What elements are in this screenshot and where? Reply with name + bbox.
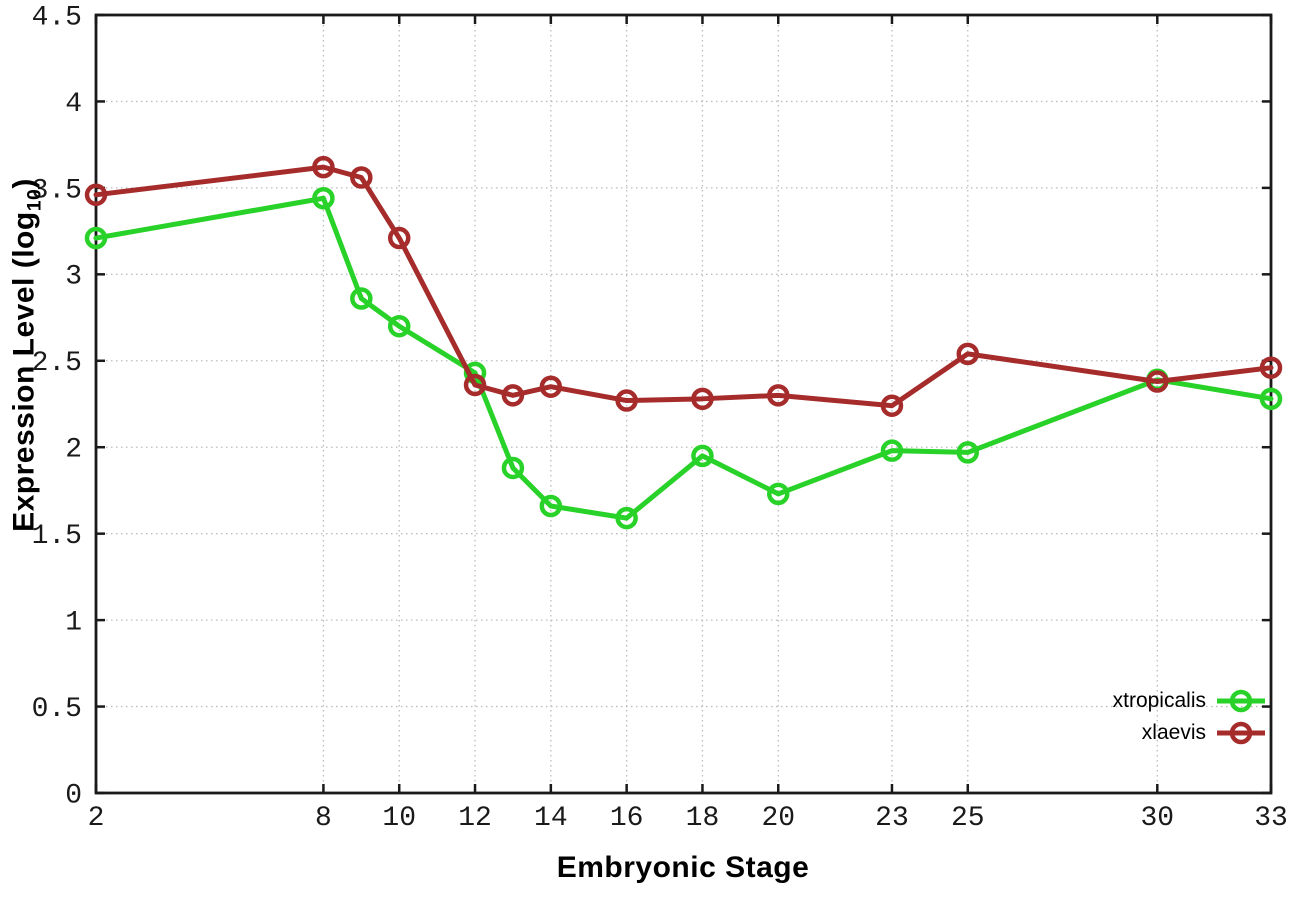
y-axis-title-close: ) [7,178,41,189]
y-axis-title: Expression Level (log10) [8,178,47,532]
data-point-xtropicalis [350,287,373,310]
svg-text:8: 8 [315,803,332,834]
svg-text:14: 14 [534,803,568,834]
svg-text:12: 12 [458,803,492,834]
svg-text:20: 20 [761,803,795,834]
data-point-xtropicalis [312,187,335,210]
svg-text:3: 3 [65,262,82,293]
data-point-xtropicalis [691,444,714,468]
svg-text:1: 1 [65,608,82,639]
data-point-xlaevis [463,373,487,397]
svg-text:4: 4 [65,89,82,120]
data-point-xlaevis [1259,356,1283,379]
svg-text:10: 10 [382,803,416,834]
svg-text:2: 2 [65,435,82,466]
legend-label-xlaevis: xlaevis [1141,721,1206,744]
data-point-xlaevis [767,384,790,407]
data-point-xlaevis [387,226,411,250]
data-point-xlaevis [615,389,638,412]
data-point-xtropicalis [539,494,563,518]
data-point-xtropicalis [956,441,980,464]
svg-text:0.5: 0.5 [32,694,82,725]
legend-item-xlaevis: xlaevis [1113,718,1266,748]
x-axis-title: Embryonic Stage [556,851,810,884]
svg-text:30: 30 [1140,803,1174,834]
data-point-xlaevis [691,387,714,411]
data-point-xtropicalis [615,506,638,530]
legend: xtropicalis xlaevis [1113,686,1266,748]
data-point-xlaevis [539,375,563,398]
data-point-xtropicalis [767,482,790,506]
svg-text:3.5: 3.5 [32,175,82,206]
data-point-xtropicalis [84,226,108,250]
svg-text:16: 16 [610,803,644,834]
series-xlaevis [84,155,1283,417]
data-point-xtropicalis [387,314,411,338]
svg-text:1.5: 1.5 [32,521,82,552]
svg-text:18: 18 [686,803,720,834]
y-axis-title-subscript: 10 [23,188,46,212]
svg-text:23: 23 [875,803,909,834]
legend-marker-xtropicalis [1216,688,1266,714]
legend-marker-xlaevis [1216,720,1266,746]
data-point-xtropicalis [501,456,525,480]
data-point-xlaevis [84,183,108,207]
plot-border [94,13,1273,795]
data-point-xtropicalis [1259,387,1283,411]
data-point-xlaevis [880,394,904,417]
svg-text:33: 33 [1254,803,1288,834]
data-point-xlaevis [956,342,980,366]
legend-label-xtropicalis: xtropicalis [1112,689,1206,712]
x-tick-labels: 2 8 10 12 14 16 18 20 23 25 30 33 [88,803,1288,834]
legend-item-xtropicalis: xtropicalis [1113,686,1266,716]
data-point-xlaevis [501,384,525,407]
data-point-xlaevis [1146,370,1169,393]
svg-text:0: 0 [65,780,82,811]
data-point-xlaevis [350,166,373,189]
data-point-xlaevis [312,155,335,179]
svg-text:4.5: 4.5 [32,2,82,33]
y-tick-labels: 0 0.5 1 1.5 2 2.5 3 3.5 4 4.5 [32,2,82,811]
svg-text:25: 25 [951,803,985,834]
svg-text:2.5: 2.5 [32,348,82,379]
series-xtropicalis [84,187,1283,530]
y-axis-title-text: Expression Level (log [7,211,41,532]
data-point-xtropicalis [880,439,904,462]
svg-text:2: 2 [88,803,105,834]
